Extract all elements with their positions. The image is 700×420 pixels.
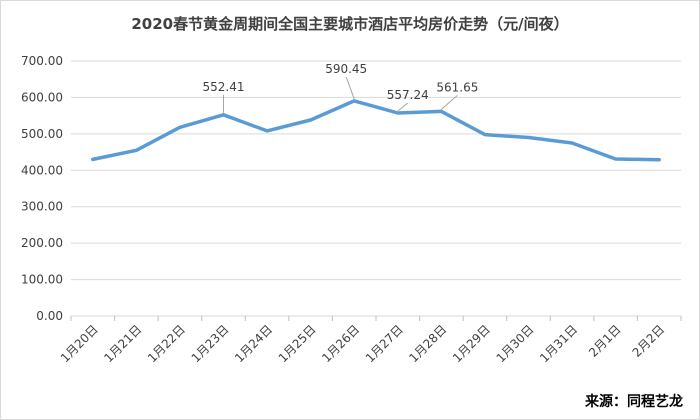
x-tick-label: 1月26日 [319, 322, 362, 365]
data-point [178, 125, 182, 129]
data-point [134, 148, 138, 152]
data-label: 557.24 [387, 88, 429, 102]
data-point [570, 141, 574, 145]
leader-line [345, 76, 355, 100]
x-tick-label: 1月28日 [406, 322, 449, 365]
leader-line [397, 102, 409, 112]
data-label: 590.45 [325, 62, 367, 76]
x-tick-label: 1月21日 [101, 322, 144, 365]
chart-title: 2020春节黄金周期间全国主要城市酒店平均房价走势（元/间夜） [131, 15, 569, 33]
data-point [396, 111, 400, 115]
data-point [614, 157, 618, 161]
x-tick-label: 1月27日 [363, 322, 406, 365]
x-tick-label: 1月30日 [494, 322, 537, 365]
data-point [527, 136, 530, 139]
data-point [352, 99, 356, 103]
y-tick-label: 400.00 [21, 163, 63, 177]
data-point [265, 129, 269, 133]
series-line [91, 99, 661, 162]
x-tick-label: 2月1日 [586, 322, 624, 360]
data-label: 552.41 [203, 80, 245, 94]
x-tick-label: 1月23日 [189, 322, 232, 365]
data-point [657, 158, 661, 162]
y-tick-label: 300.00 [21, 200, 63, 214]
data-point [483, 133, 487, 137]
y-tick-label: 700.00 [21, 54, 63, 68]
data-point [439, 109, 443, 113]
source-note: 来源：同程艺龙 [585, 394, 683, 410]
leader-line [441, 95, 458, 110]
y-tick-label: 200.00 [21, 236, 63, 250]
x-tick-label: 2月2日 [630, 322, 668, 360]
data-point [309, 118, 313, 122]
data-point [222, 113, 225, 117]
y-tick-label: 100.00 [21, 273, 63, 287]
x-tick-label: 1月24日 [232, 322, 275, 365]
x-tick-label: 1月29日 [450, 322, 493, 365]
data-point [91, 157, 95, 161]
y-tick-label: 600.00 [21, 90, 63, 104]
y-tick-label: 500.00 [21, 127, 63, 141]
x-tick-label: 1月22日 [145, 322, 188, 365]
data-label: 561.65 [436, 80, 478, 94]
x-tick-label: 1月25日 [276, 322, 319, 365]
x-tick-label: 1月31日 [537, 322, 580, 365]
x-tick-label: 1月20日 [58, 322, 101, 365]
y-tick-label: 0.00 [36, 309, 63, 323]
